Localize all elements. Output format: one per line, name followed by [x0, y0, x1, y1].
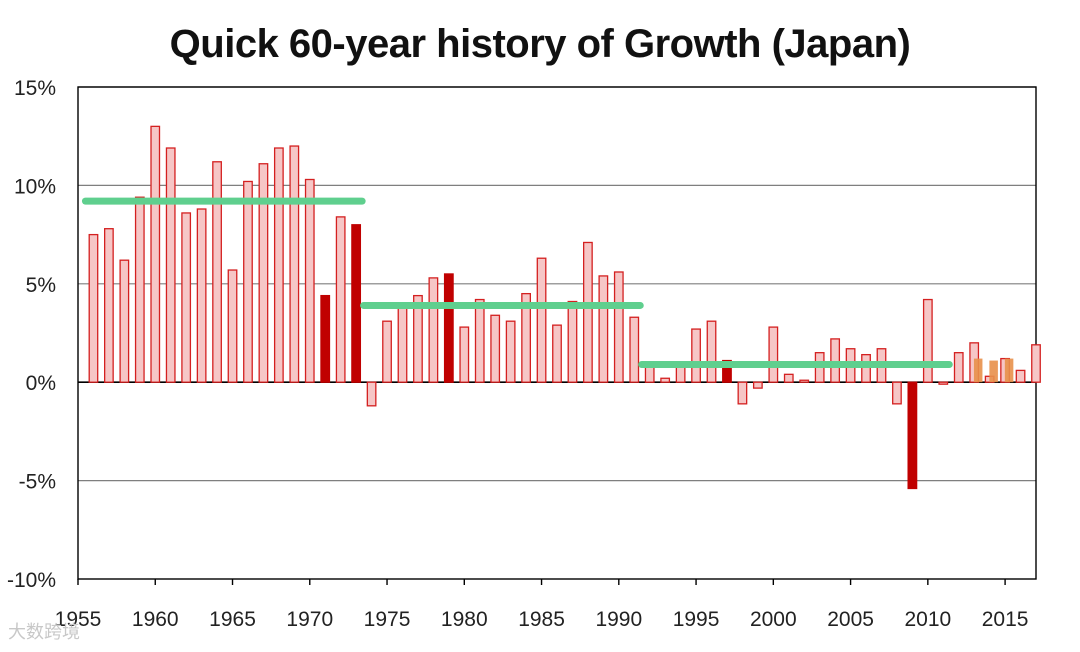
growth-bar [799, 379, 810, 383]
growth-bar [660, 377, 671, 383]
growth-bar [289, 145, 300, 383]
growth-bar [598, 275, 609, 383]
x-tick-label: 1970 [286, 608, 333, 631]
growth-bar [413, 294, 423, 383]
growth-bar [861, 353, 871, 383]
growth-bar [273, 147, 284, 383]
x-tick-label: 2015 [982, 608, 1029, 631]
growth-bar [459, 326, 470, 383]
growth-bar [119, 259, 130, 383]
growth-bar [737, 381, 748, 405]
growth-bar [181, 212, 192, 383]
growth-bar [830, 338, 841, 383]
growth-bar [613, 271, 624, 383]
growth-bar [196, 208, 207, 383]
growth-bar [227, 269, 238, 383]
y-tick-label: 15% [14, 77, 56, 100]
growth-bar [644, 365, 655, 383]
plot-frame [77, 86, 1037, 580]
y-tick-label: 5% [26, 274, 56, 297]
growth-bar [304, 178, 315, 383]
highlight-bar [320, 294, 331, 383]
growth-bar [768, 326, 779, 383]
x-tick-label: 2010 [904, 608, 951, 631]
growth-bar [212, 161, 222, 383]
growth-bar [382, 320, 392, 383]
growth-bar [243, 180, 253, 383]
growth-bar [134, 196, 145, 383]
growth-bar [366, 381, 377, 407]
growth-bar [104, 228, 114, 383]
highlight-bar [722, 359, 732, 383]
x-tick-label: 2005 [827, 608, 874, 631]
x-tick-label: 1975 [364, 608, 411, 631]
growth-bar [892, 381, 902, 405]
growth-bar [258, 163, 269, 383]
growth-bar [505, 320, 516, 383]
x-tick-label: 1965 [209, 608, 256, 631]
watermark-text: 大数跨境 [8, 622, 80, 642]
growth-bar [150, 125, 161, 383]
growth-bar [938, 381, 949, 385]
growth-bar [583, 241, 593, 383]
x-tick-label: 1955 [55, 608, 102, 631]
growth-bar [88, 233, 99, 383]
x-tick-label: 1960 [132, 608, 179, 631]
y-tick-label: 10% [14, 175, 56, 198]
growth-bar [691, 328, 701, 383]
growth-bar [783, 373, 794, 383]
growth-bar [165, 147, 176, 383]
x-tick-label: 1995 [673, 608, 720, 631]
forecast-bar [989, 360, 998, 383]
growth-bar [397, 302, 408, 383]
forecast-bar [1004, 358, 1014, 383]
growth-bar [552, 324, 562, 383]
chart-title: Quick 60-year history of Growth (Japan) [169, 22, 911, 66]
growth-bar [521, 292, 531, 383]
x-tick-label: 2000 [750, 608, 797, 631]
x-tick-label: 1980 [441, 608, 488, 631]
growth-bar [536, 257, 547, 383]
y-tick-label: 0% [26, 372, 56, 395]
growth-bar [490, 314, 501, 383]
growth-bar [706, 320, 717, 383]
x-tick-label: 1985 [518, 608, 565, 631]
growth-bar [567, 300, 578, 383]
highlight-bar [351, 224, 362, 383]
highlight-bar [907, 381, 918, 490]
y-tick-label: -5% [19, 471, 56, 494]
growth-bar [1031, 344, 1041, 383]
growth-bar [428, 277, 439, 383]
growth-bar [335, 216, 346, 383]
growth-bar [1015, 369, 1026, 383]
forecast-bar [973, 358, 983, 383]
y-tick-label: -10% [7, 569, 56, 592]
growth-bar [922, 298, 933, 383]
x-tick-label: 1990 [595, 608, 642, 631]
growth-bar [474, 298, 485, 383]
highlight-bar [443, 273, 454, 383]
growth-bar [953, 352, 964, 383]
growth-bar [629, 316, 640, 383]
growth-bar [752, 381, 763, 389]
